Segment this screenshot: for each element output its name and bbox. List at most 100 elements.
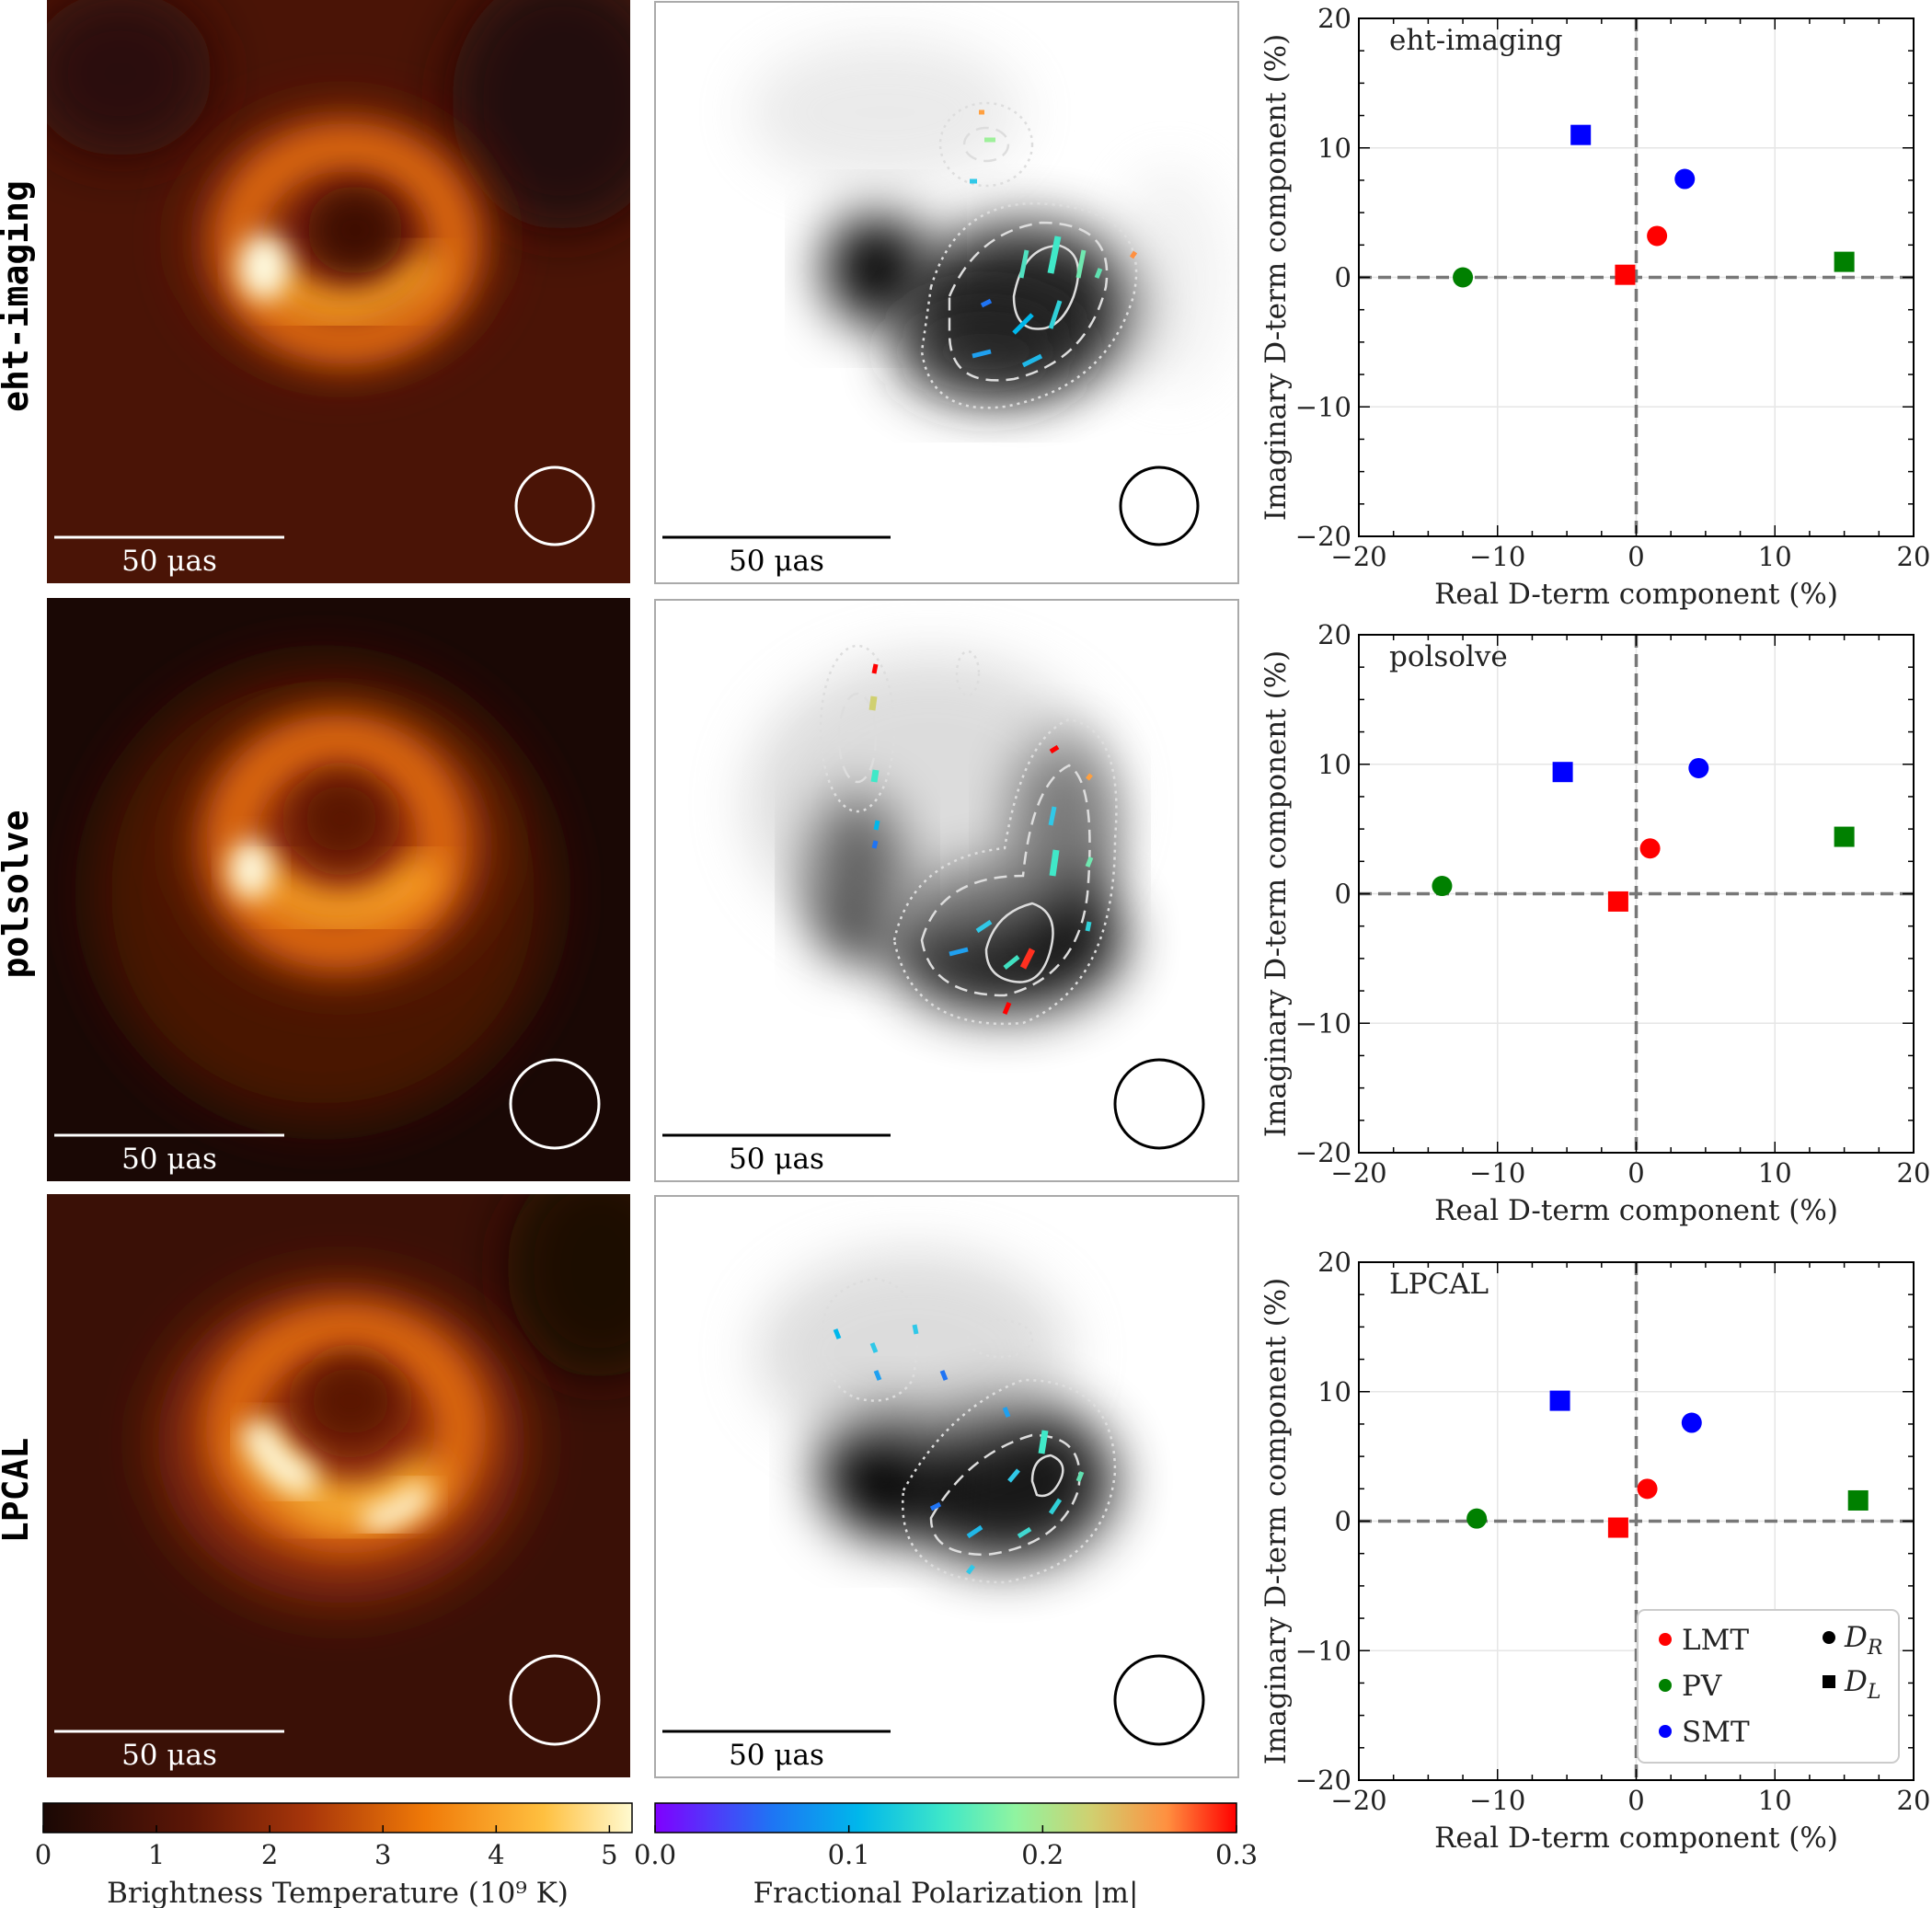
point-pv-dl (1834, 826, 1855, 847)
scale-bar-label: 50 μas (121, 1143, 217, 1176)
row-label-lpcal: LPCAL (0, 1438, 36, 1543)
point-pv-dr (1466, 1508, 1488, 1529)
beam-circle (514, 466, 595, 546)
colorbar-brightness-label: Brightness Temperature (10⁹ K) (107, 1877, 569, 1908)
colorbar-tick-label: 0.3 (1215, 1839, 1258, 1870)
y-tick-label: −10 (1295, 391, 1351, 422)
legend-marker-dl (1823, 1675, 1835, 1688)
y-tick-label: −10 (1295, 1007, 1351, 1039)
legend-marker-smt (1659, 1725, 1672, 1738)
y-tick-label: −20 (1295, 1137, 1351, 1168)
point-pv-dr (1432, 876, 1453, 897)
x-tick-label: 10 (1758, 1785, 1792, 1816)
point-smt-dl (1552, 762, 1573, 783)
x-tick-label: −20 (1330, 1785, 1386, 1816)
row-labels: eht-imaging polsolve LPCAL (0, 180, 36, 1543)
legend-marker-lmt (1659, 1633, 1672, 1646)
legend-label-lmt: LMT (1682, 1624, 1749, 1657)
x-tick-label: 20 (1897, 1785, 1931, 1816)
beam-circle (509, 1058, 601, 1150)
row-label-polsolve: polsolve (0, 810, 36, 978)
y-tick-label: 10 (1317, 749, 1351, 780)
y-tick-label: 0 (1335, 262, 1351, 293)
point-lmt-dr (1647, 225, 1668, 247)
point-smt-dl (1549, 1390, 1570, 1411)
colorbar-tick-label: 5 (601, 1839, 617, 1870)
colorbar-brightness: 0 1 2 3 4 5 Brightness Temperature (10⁹ K) (35, 1802, 633, 1908)
colorbar-tick-label: 4 (488, 1839, 504, 1870)
x-tick-label: 20 (1897, 1157, 1931, 1189)
x-tick-label: 0 (1627, 541, 1644, 572)
beam-circle (1113, 1058, 1205, 1150)
x-tick-label: −10 (1469, 541, 1525, 572)
y-tick-label: −10 (1295, 1635, 1351, 1666)
scale-bar-label: 50 μas (121, 1739, 217, 1772)
x-axis-label: Real D-term component (%) (1434, 1822, 1838, 1855)
y-tick-label: 0 (1335, 879, 1351, 910)
point-lmt-dl (1607, 891, 1628, 912)
brightness-image-lpcal: 50 μas (47, 1194, 630, 1777)
legend-marker-pv (1659, 1679, 1672, 1692)
polarization-image-polsolve: 50 μas (654, 599, 1239, 1182)
y-axis-label: Imaginary D-term component (%) (1259, 34, 1293, 521)
colorbar-tick-label: 2 (261, 1839, 278, 1870)
beam-circle (1113, 1654, 1205, 1746)
point-smt-dl (1570, 124, 1592, 145)
colorbar-tick-label: 3 (374, 1839, 391, 1870)
point-pv-dr (1453, 267, 1474, 288)
colorbar-tick-label: 0.2 (1021, 1839, 1064, 1870)
point-lmt-dl (1607, 1517, 1628, 1538)
panel-label: polsolve (1389, 640, 1508, 673)
legend-label-dl: DL (1844, 1665, 1880, 1704)
y-tick-label: 20 (1317, 1247, 1351, 1278)
y-tick-label: 20 (1317, 3, 1351, 34)
x-tick-label: −20 (1330, 1157, 1386, 1189)
dterm-plot-eht-imaging: −20 −10 0 10 20 −20 −10 0 10 20 Real D-term compon… (1259, 3, 1930, 611)
y-tick-label: 10 (1317, 132, 1351, 164)
polarization-image-lpcal: 50 μas (654, 1195, 1239, 1778)
point-smt-dr (1681, 1412, 1702, 1433)
beam-circle (509, 1654, 601, 1746)
colorbar-fracpol-label: Fractional Polarization |m| (753, 1877, 1139, 1908)
brightness-image-polsolve: 50 μas (47, 598, 630, 1181)
colorbar-tick-label: 0 (35, 1839, 52, 1870)
legend-label-smt: SMT (1682, 1716, 1750, 1749)
row-label-eht-imaging: eht-imaging (0, 180, 36, 412)
colorbar-fracpol: 0.0 0.1 0.2 0.3 Fractional Polarization |m| (634, 1802, 1258, 1908)
point-smt-dr (1688, 757, 1709, 778)
y-tick-label: 20 (1317, 619, 1351, 650)
colorbar-tick-label: 0.0 (634, 1839, 676, 1870)
colorbar-tick-label: 0.1 (828, 1839, 870, 1870)
scale-bar-label: 50 μas (729, 1739, 824, 1772)
y-tick-label: −20 (1295, 1764, 1351, 1796)
panel-label: eht-imaging (1389, 24, 1563, 57)
x-tick-label: −10 (1469, 1785, 1525, 1816)
legend-marker-dr (1823, 1631, 1835, 1644)
y-axis-label: Imaginary D-term component (%) (1259, 1278, 1293, 1764)
scale-bar-label: 50 μas (729, 545, 824, 578)
x-tick-label: −20 (1330, 541, 1386, 572)
x-tick-label: 20 (1897, 541, 1931, 572)
legend-label-pv: PV (1682, 1670, 1722, 1703)
dterm-plot-polsolve: −20 −10 0 10 20 −20 −10 0 10 20 Real D-term compon… (1259, 619, 1930, 1227)
x-tick-label: 0 (1627, 1157, 1644, 1189)
y-tick-label: 10 (1317, 1376, 1351, 1408)
y-axis-label: Imaginary D-term component (%) (1259, 650, 1293, 1137)
legend: LMT PV SMT DR DL (1637, 1609, 1900, 1764)
scale-bar-label: 50 μas (729, 1143, 824, 1176)
y-tick-label: −20 (1295, 521, 1351, 552)
x-axis-label: Real D-term component (%) (1434, 578, 1838, 611)
point-lmt-dr (1639, 838, 1661, 859)
x-axis-label: Real D-term component (%) (1434, 1194, 1838, 1227)
point-lmt-dl (1615, 264, 1636, 285)
point-pv-dl (1847, 1489, 1869, 1511)
y-tick-label: 0 (1335, 1506, 1351, 1537)
colorbar-tick-label: 1 (148, 1839, 165, 1870)
beam-circle (1119, 466, 1200, 546)
x-tick-label: 0 (1627, 1785, 1644, 1816)
x-tick-label: −10 (1469, 1157, 1525, 1189)
point-pv-dl (1834, 251, 1855, 272)
brightness-image-eht-imaging: 50 μas (47, 0, 630, 583)
panel-label: LPCAL (1389, 1268, 1489, 1301)
